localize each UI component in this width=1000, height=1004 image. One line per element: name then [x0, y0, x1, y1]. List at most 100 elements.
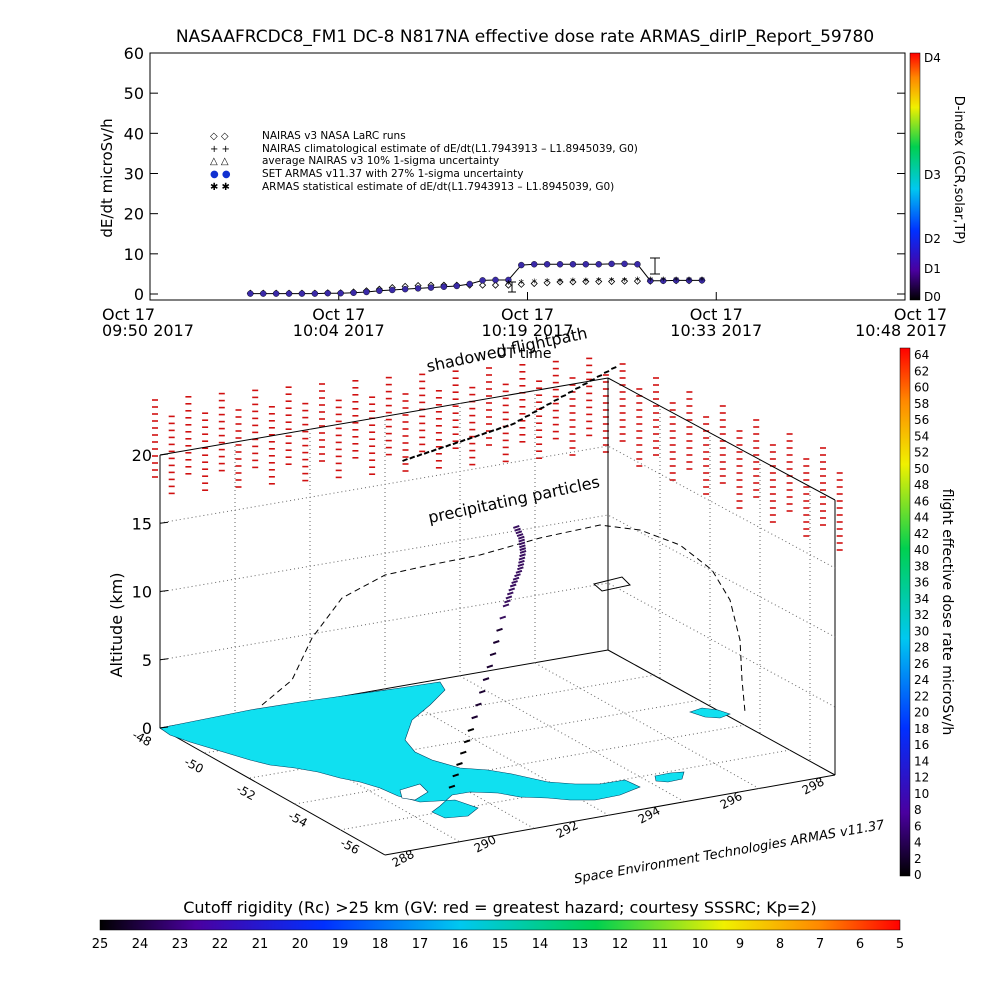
- cutoff-rigidity-tick: 9: [736, 937, 744, 952]
- flight-track-point: [506, 591, 514, 596]
- altitude-tick: [159, 658, 169, 661]
- gridline-floor: [534, 662, 761, 790]
- armas-point: [311, 290, 319, 297]
- armas-point: [634, 261, 641, 268]
- armas-point: [556, 261, 564, 268]
- d-index-tick: D4: [924, 51, 941, 65]
- dose-rate-tick: 20: [914, 706, 929, 720]
- nairas-point: [582, 277, 590, 286]
- legend-item: ◇ ◇ NAIRAS v3 NASA LaRC runs: [210, 130, 406, 142]
- cutoff-rigidity-tick: 21: [252, 937, 269, 952]
- armas-point: [505, 276, 512, 284]
- d-index-colorbar: [909, 52, 921, 301]
- x-tick-time: 10:19 2017: [482, 321, 574, 340]
- armas-point: [376, 287, 383, 294]
- flight-track-point: [515, 530, 523, 535]
- dose-rate-tick: 12: [914, 771, 929, 785]
- altitude-tick: [159, 521, 169, 524]
- cutoff-rigidity-tick: 10: [692, 937, 709, 952]
- upper-track-point: [589, 378, 596, 382]
- armas-point: [427, 284, 435, 291]
- legend-symbol-circle: ● ●: [210, 169, 231, 180]
- x-tick-day: Oct 17: [501, 305, 554, 324]
- armas-estimate-point: *: [673, 274, 679, 287]
- top-y-axis-label: dE/dt microSv/h: [98, 118, 116, 237]
- dose-rate-tick: 26: [914, 657, 929, 671]
- flight-track-point: [516, 533, 524, 537]
- cutoff-rigidity-title: Cutoff rigidity (Rc) >25 km (GV: red = g…: [183, 898, 817, 917]
- nairas-point: [556, 278, 564, 286]
- island: [689, 707, 731, 719]
- nairas-point: [479, 281, 487, 289]
- armas-estimate-point: *: [531, 276, 537, 289]
- upper-track-point: [416, 453, 423, 458]
- legend-symbol-asterisk: ✱ ✱: [210, 182, 230, 193]
- armas-point: [647, 277, 654, 284]
- upper-track-point: [430, 448, 437, 453]
- d-index-tick: D3: [924, 168, 941, 182]
- longitude-tick-label: 298: [800, 774, 827, 797]
- flight-track-point: [459, 750, 467, 755]
- ut-time-label: UT time: [497, 346, 552, 362]
- x-tick-day: Oct 17: [690, 305, 743, 324]
- armas-point: [543, 261, 551, 268]
- flight-track-point: [496, 627, 503, 632]
- flight-track-point: [517, 563, 525, 568]
- armas-estimate-point: *: [583, 276, 589, 289]
- dose-rate-tick: 40: [914, 543, 929, 557]
- gridline-floor: [459, 675, 686, 803]
- flight-track-point: [519, 550, 527, 554]
- flight-track-point: [448, 784, 456, 789]
- dose-rate-tick: 58: [914, 397, 929, 411]
- nairas-point: [569, 278, 577, 286]
- armas-estimate-point: *: [570, 276, 576, 289]
- dose-rate-tick: 38: [914, 559, 929, 573]
- upper-track-point: [409, 455, 416, 460]
- d-index-ticks: D0 D1 D2 D3 D4: [924, 51, 941, 304]
- armas-estimate-point: *: [519, 277, 525, 290]
- dose-rate-ticks: 0246810121416182022242628303234363840424…: [914, 348, 929, 882]
- armas-point: [595, 261, 602, 268]
- armas-point: [298, 290, 306, 297]
- armas-estimate-point: *: [557, 276, 563, 289]
- latitude-tick-label: -54: [286, 809, 310, 831]
- upper-track-point: [517, 418, 524, 422]
- flight-track-point: [518, 559, 525, 564]
- upper-track-point: [610, 366, 617, 370]
- latitude-tick-label: -56: [338, 836, 362, 858]
- flight-track-point: [518, 541, 526, 546]
- cutoff-rigidity-tick: 16: [452, 937, 469, 952]
- cutoff-rigidity-tick: 12: [612, 937, 629, 952]
- y-tick-label: 10: [124, 245, 144, 264]
- x-tick-day: Oct 17: [894, 305, 947, 324]
- legend-symbol-diamond: ◇ ◇: [210, 131, 229, 142]
- upper-track-point: [603, 370, 610, 374]
- flight-track-point: [518, 538, 525, 543]
- cutoff-rigidity-tick: 17: [412, 937, 429, 952]
- top-series-marks: * * * * * * * * * * * * * * * *: [246, 260, 706, 297]
- 3d-box: [159, 377, 836, 856]
- upper-track-point: [466, 436, 473, 441]
- armas-point: [660, 277, 667, 284]
- aircraft-marker: [592, 576, 632, 592]
- armas-point: [698, 277, 706, 284]
- d-index-label: D-index (GCR,solar,TP): [951, 96, 966, 244]
- legend-symbol-plus: + +: [210, 144, 230, 155]
- dose-rate-tick: 2: [914, 852, 922, 866]
- flight-track-point: [514, 527, 521, 532]
- dose-rate-tick: 64: [914, 348, 929, 362]
- d-index-tick: D1: [924, 262, 941, 276]
- armas-point: [414, 285, 422, 292]
- dose-rate-tick: 34: [914, 592, 929, 606]
- cutoff-rigidity-ticks: 25 24 23 22 21 20 19 18 17 16 15 14 13 12 11 10 9 8 7 6 5: [92, 937, 904, 952]
- cutoff-rigidity-tick: 11: [652, 937, 669, 952]
- upper-track-point: [481, 431, 488, 436]
- x-tick-time: 10:04 2017: [293, 321, 385, 340]
- dose-rate-tick: 44: [914, 511, 929, 525]
- dose-rate-tick: 36: [914, 576, 929, 590]
- dose-rate-tick: 48: [914, 478, 929, 492]
- legend-label: NAIRAS climatological estimate of dE/dt(…: [262, 143, 638, 155]
- error-bars: [508, 257, 660, 293]
- precipitating-particles-label: precipitating particles: [426, 472, 601, 527]
- armas-estimate-point: *: [596, 275, 602, 288]
